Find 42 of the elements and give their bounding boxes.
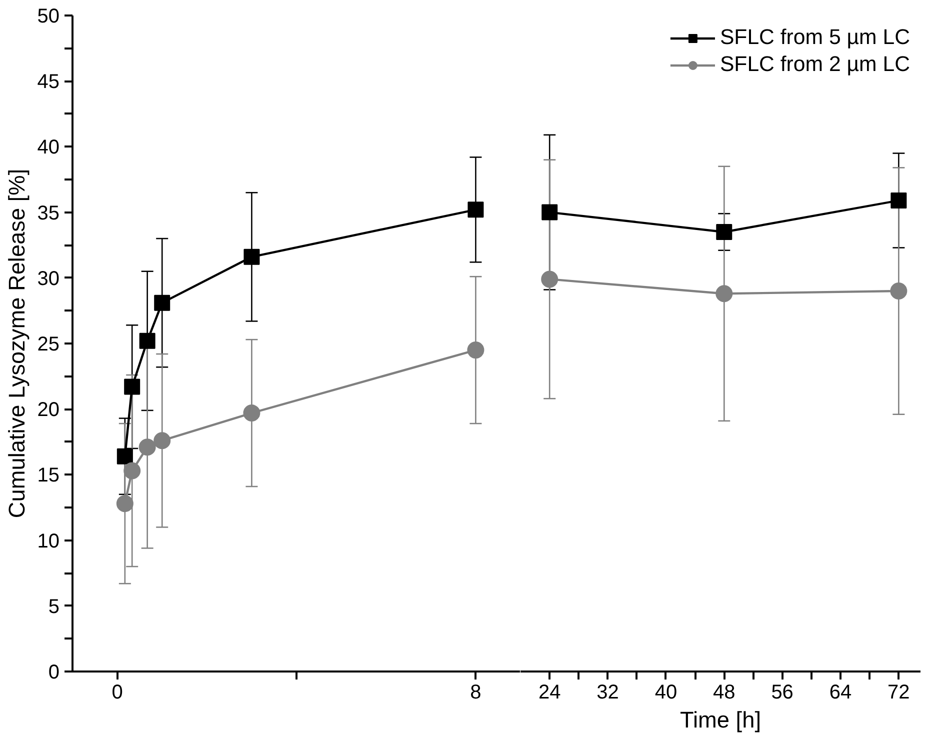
y-tick-label: 15 — [37, 464, 60, 487]
y-tick-label: 0 — [48, 662, 60, 684]
point — [467, 342, 484, 359]
x-tick-label: 40 — [654, 682, 678, 704]
point — [716, 224, 732, 240]
x-tick-label: 64 — [829, 682, 852, 704]
y-tick-label: 30 — [37, 268, 60, 290]
y-tick-label: 5 — [48, 596, 60, 618]
x-tick-label: 72 — [888, 682, 910, 704]
y-tick-label: 10 — [37, 530, 60, 552]
legend-label: SFLC from 2 µm LC — [720, 52, 910, 77]
point — [243, 404, 260, 422]
point — [890, 192, 907, 208]
x-axis-title: Time [h] — [680, 706, 762, 732]
point — [890, 282, 908, 300]
point — [139, 332, 156, 349]
point — [244, 248, 260, 265]
point — [716, 285, 733, 302]
y-tick-label: 40 — [37, 136, 60, 159]
point — [124, 462, 141, 480]
x-tick-label: 32 — [596, 682, 619, 704]
point — [116, 495, 134, 512]
point — [116, 448, 133, 464]
x-tick-label: 56 — [771, 682, 794, 704]
point — [154, 432, 171, 450]
y-tick-label: 45 — [37, 71, 60, 94]
legend-label: SFLC from 5 µm LC — [720, 25, 910, 50]
point — [124, 378, 140, 395]
point — [468, 202, 484, 218]
x-tick-label: 48 — [713, 682, 736, 704]
x-tick-label: 8 — [470, 682, 482, 704]
y-tick-label: 35 — [37, 202, 60, 224]
y-tick-label: 25 — [37, 334, 60, 356]
y-tick-label: 50 — [37, 6, 60, 28]
y-axis-title: Cumulative Lysozyme Release [%] — [3, 168, 30, 518]
point — [154, 294, 170, 311]
x-tick-label: 0 — [112, 682, 123, 704]
point — [541, 270, 558, 288]
x-tick-label: 24 — [538, 682, 561, 704]
point — [138, 438, 156, 456]
y-tick-label: 20 — [37, 399, 60, 422]
point — [542, 204, 558, 220]
